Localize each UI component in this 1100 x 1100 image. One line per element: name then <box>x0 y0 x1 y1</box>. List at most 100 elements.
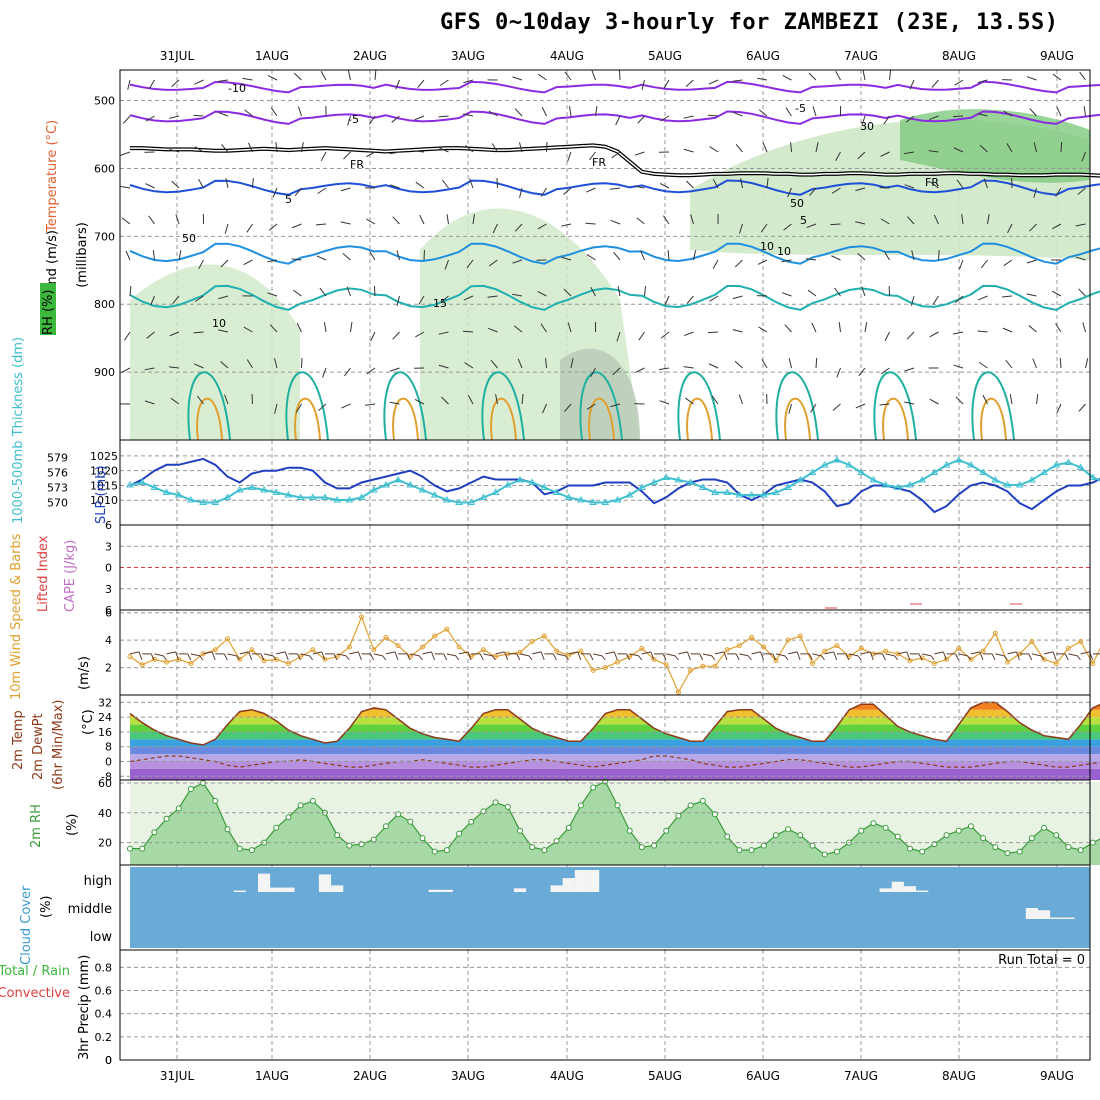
wind-barb <box>961 214 964 225</box>
thickness-marker <box>942 461 951 468</box>
wind-barb <box>589 151 596 161</box>
surface-wind-barb-feather <box>760 651 765 661</box>
wind-barb <box>414 150 425 153</box>
cloud-level-label: middle <box>68 902 112 917</box>
thickness-marker <box>906 481 914 488</box>
rh-area <box>130 264 300 440</box>
wind-speed-marker <box>761 644 767 650</box>
upper-wind-barbs <box>119 69 1089 414</box>
temp-band <box>130 717 1100 725</box>
surface-wind-barb-feather <box>272 655 277 661</box>
surface-wind-barb-feather <box>516 653 521 661</box>
wind-speed-marker <box>261 658 267 664</box>
rh-marker <box>297 802 304 809</box>
wind-speed-marker <box>980 648 986 654</box>
rh-marker <box>127 845 133 852</box>
wind-barb <box>1009 394 1013 405</box>
wind-speed-marker <box>273 656 279 662</box>
wind-speed-marker <box>602 665 608 671</box>
contour-label: -5 <box>795 102 806 115</box>
surface-wind-barb-feather <box>1064 653 1069 661</box>
surface-wind-barb <box>312 651 322 655</box>
surface-wind-barb <box>495 651 505 655</box>
wind-barb <box>979 144 988 153</box>
wind-barb <box>1029 223 1037 232</box>
wind-speed-marker <box>931 660 937 666</box>
wind-speed-marker <box>249 647 255 653</box>
thickness-marker <box>918 476 927 483</box>
wind-barb <box>220 259 229 268</box>
wind-speed-marker <box>151 656 157 662</box>
wind-barb <box>122 115 131 124</box>
thickness-marker <box>1076 463 1085 470</box>
rh-marker <box>992 844 999 851</box>
wind-barb <box>683 148 694 153</box>
rh-marker <box>541 847 548 854</box>
rh-marker <box>821 851 828 858</box>
chart-title: GFS 0~10day 3-hourly for ZAMBEZI (23E, 1… <box>440 10 1059 35</box>
contour-label: -5 <box>348 113 359 126</box>
surface-wind-barb <box>812 653 822 657</box>
wind-barb <box>929 331 939 338</box>
cloud-unit: (%) <box>39 896 54 919</box>
rh-marker <box>370 836 377 843</box>
rh-marker <box>492 799 499 806</box>
low-level-temp-contour <box>677 371 721 441</box>
date-label-bottom: 5AUG <box>648 1069 682 1083</box>
surface-wind-barb-feather <box>467 651 472 661</box>
thickness-tick: 570 <box>47 497 68 510</box>
wind-barb <box>317 187 327 194</box>
wind-barb <box>438 331 449 335</box>
wind-barb <box>251 393 253 405</box>
precip-tick: 0 <box>105 1054 112 1067</box>
low-level-temp-contour-warm <box>686 397 713 441</box>
cloud-bar <box>562 878 575 892</box>
temp-band <box>130 754 1100 762</box>
wind-barb <box>1075 223 1086 227</box>
wind-barb <box>244 109 253 117</box>
wind-barb <box>880 218 890 225</box>
rh-marker <box>943 832 950 839</box>
slp-tick: 1020 <box>90 465 118 478</box>
temp-band <box>130 709 1100 718</box>
wind-speed-marker <box>127 654 133 660</box>
wind-speed-marker <box>736 643 742 649</box>
surface-wind-barb-feather <box>857 655 862 661</box>
wind-barb <box>121 217 131 225</box>
wind-speed-marker <box>285 660 291 666</box>
wind-barb <box>806 223 817 229</box>
wind-barb <box>757 77 768 81</box>
precip-frame <box>119 949 1091 1061</box>
wind-barb <box>1056 106 1062 117</box>
wind-barb <box>342 253 351 261</box>
wind-speed-marker <box>529 639 535 645</box>
wind-barb <box>1060 141 1063 153</box>
wind-barb <box>463 295 474 301</box>
wind-barb <box>369 251 376 261</box>
temp-contour-10 <box>129 242 1100 265</box>
contour-label: FR <box>592 156 606 169</box>
wind-barb <box>442 179 449 189</box>
contour-label: 5 <box>800 214 807 227</box>
wind-barb <box>683 366 694 369</box>
wind-speed-marker <box>615 659 620 665</box>
surface-wind-barb-feather <box>345 655 350 661</box>
wind-barb <box>861 286 866 297</box>
wind-barb <box>590 367 596 377</box>
cloud-bar <box>1062 917 1075 919</box>
wind-speed-marker <box>944 656 950 662</box>
temp-ylabel: 2m Temp <box>11 710 26 770</box>
wind-barb <box>293 72 302 81</box>
date-label-bottom: 1AUG <box>255 1069 289 1083</box>
thickness-marker <box>1088 473 1097 480</box>
slp-line <box>129 457 1100 514</box>
surface-wind-barb-feather <box>1040 655 1045 661</box>
wind-barb <box>496 177 498 189</box>
rh-marker <box>407 818 414 825</box>
thickness-marker <box>284 491 293 498</box>
wind-barb <box>783 223 792 231</box>
wind-speed-marker <box>310 647 316 653</box>
wind-barb <box>218 295 229 300</box>
cloud-bar <box>550 885 563 892</box>
rh-marker <box>187 785 194 792</box>
